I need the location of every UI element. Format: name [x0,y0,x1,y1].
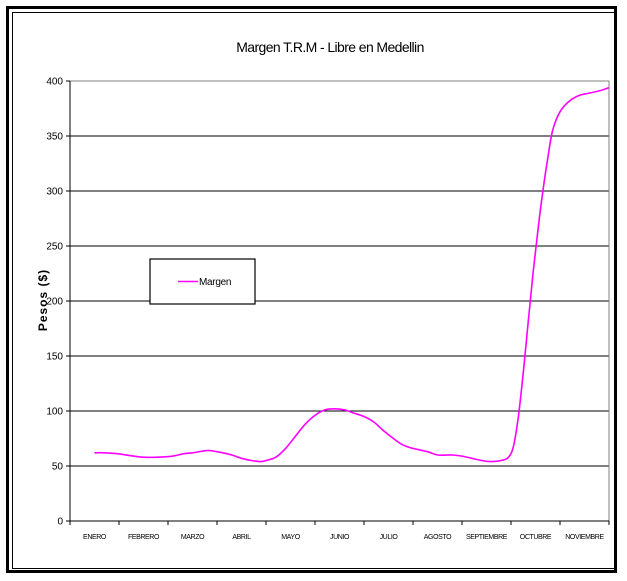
series-group [94,86,610,463]
y-ticks: 0 50 100 150 200 250 300 350 400 [46,77,70,528]
y-tick-label-200: 200 [46,297,63,308]
x-tick-label-enero: ENERO [83,534,107,541]
y-tick-label-250: 250 [46,242,63,253]
legend-label-margen: Margen [199,277,231,288]
y-tick-label-150: 150 [46,352,63,363]
legend-box [149,258,256,305]
x-tick-label-febrero: FEBRERO [128,534,160,541]
x-tick-label-marzo: MARZO [181,534,205,541]
series-line-margen [94,86,610,463]
chart-outer-frame [6,6,617,573]
x-tick-label-junio: JUNIO [330,534,350,541]
x-tick-label-noviembre: NOVIEMBRE [565,534,604,541]
x-tick-label-julio: JULIO [380,534,399,541]
x-ticks: ENERO FEBRERO MARZO ABRIL MAYO JUNIO JULIO AGOS… [69,521,610,541]
y-axis-label: Pesos ($) [36,269,50,331]
x-tick-label-octubre: OCTUBRE [520,534,552,541]
legend: Margen [149,258,256,305]
y-tick-label-350: 350 [46,132,63,143]
y-tick-label-400: 400 [46,77,63,88]
y-tick-label-300: 300 [46,187,63,198]
chart-title: Margen T.R.M - Libre en Medellin [236,39,424,55]
chart-inner-frame [12,12,615,569]
x-tick-label-abril: ABRIL [232,534,251,541]
x-tick-label-septiembre: SEPTIEMBRE [466,534,508,541]
y-tick-label-0: 0 [57,517,63,528]
x-tick-label-agosto: AGOSTO [424,534,452,541]
y-tick-label-50: 50 [52,462,64,473]
y-tick-label-100: 100 [46,407,63,418]
x-tick-label-mayo: MAYO [281,534,300,541]
